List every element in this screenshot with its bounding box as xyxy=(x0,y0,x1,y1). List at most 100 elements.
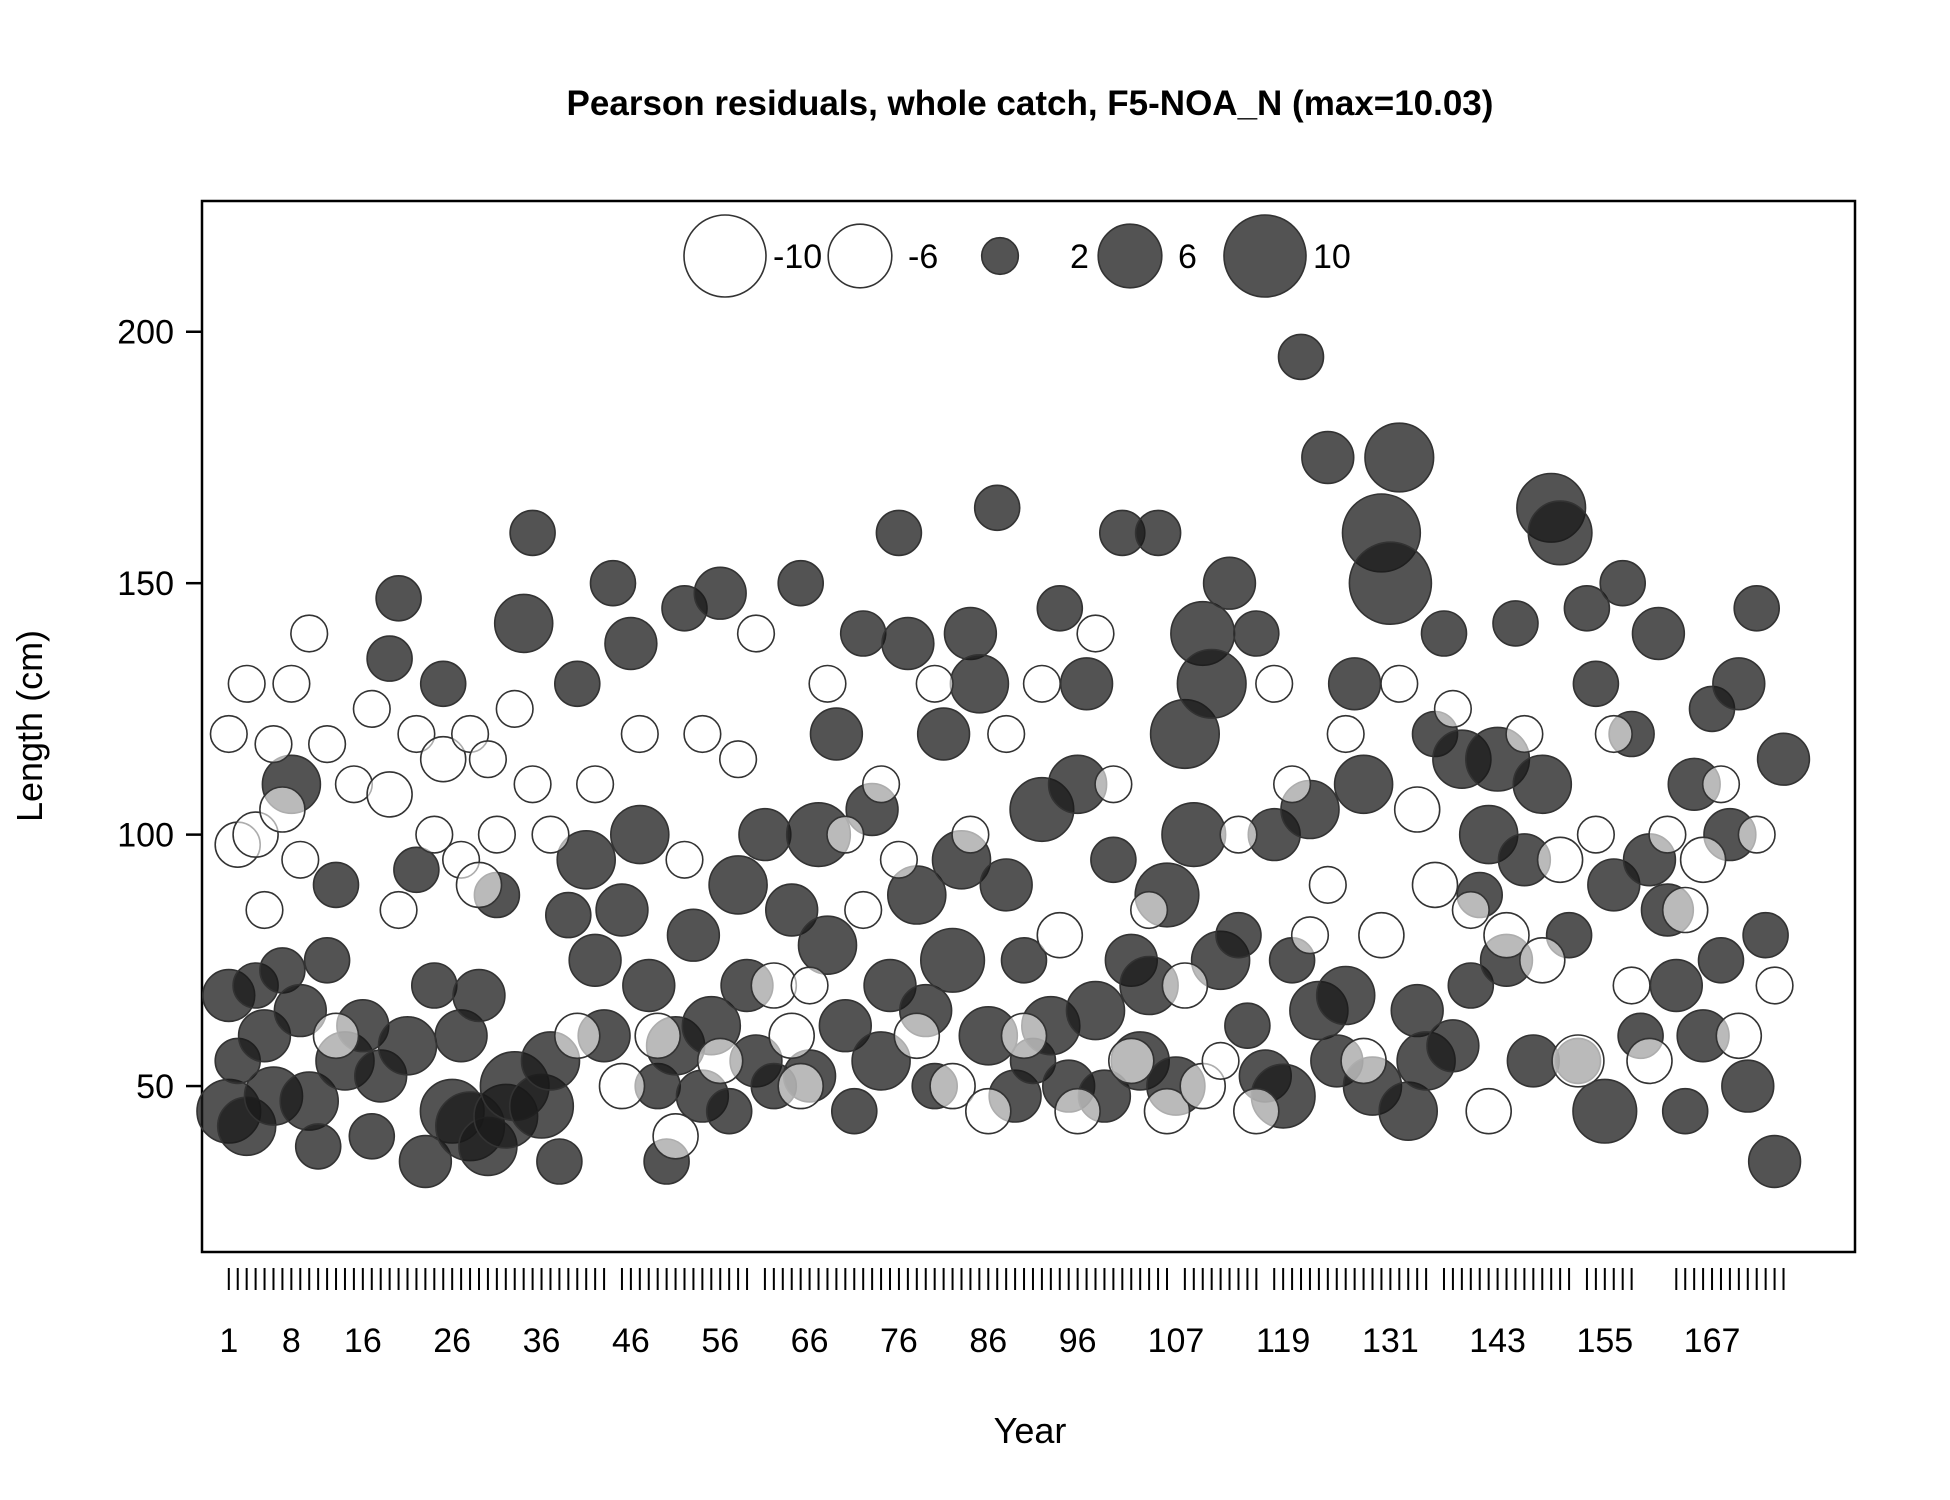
positive-bubble xyxy=(609,804,670,865)
negative-bubble xyxy=(915,664,954,703)
positive-bubble xyxy=(366,635,413,682)
y-tick-label: 200 xyxy=(117,314,174,352)
positive-bubble xyxy=(1747,1134,1802,1189)
legend-bubble xyxy=(1097,223,1163,289)
x-tick-label: 16 xyxy=(344,1322,382,1360)
negative-bubble xyxy=(1255,664,1294,703)
positive-bubble xyxy=(1134,509,1182,557)
negative-bubble xyxy=(468,740,508,779)
legend-label: 2 xyxy=(1070,238,1089,276)
negative-bubble xyxy=(254,724,293,764)
negative-bubble xyxy=(1679,836,1727,884)
negative-bubble xyxy=(987,714,1026,754)
negative-bubble xyxy=(1505,714,1544,754)
negative-bubble xyxy=(366,771,413,818)
negative-bubble xyxy=(718,740,758,779)
x-tick-label: 143 xyxy=(1469,1322,1526,1360)
negative-bubble xyxy=(808,664,847,703)
y-axis: 50 100 150 200 xyxy=(117,314,202,1106)
x-tick-label: 56 xyxy=(701,1322,739,1360)
positive-bubble xyxy=(693,566,747,620)
positive-bubble xyxy=(1277,333,1325,381)
positive-bubble xyxy=(1712,657,1766,711)
negative-bubble xyxy=(1551,1034,1605,1088)
negative-bubble xyxy=(1661,886,1709,934)
negative-bubble xyxy=(768,1012,816,1060)
positive-bubble xyxy=(1224,1002,1271,1049)
positive-bubble xyxy=(1697,936,1745,984)
positive-bubble xyxy=(589,559,637,607)
negative-bubble xyxy=(1465,1087,1512,1135)
positive-bubble xyxy=(830,1087,878,1135)
positive-bubble xyxy=(916,707,971,761)
negative-bubble xyxy=(553,1012,601,1060)
legend-bubble xyxy=(683,214,767,298)
negative-bubble xyxy=(245,890,284,930)
negative-bubble xyxy=(379,890,418,930)
x-tick-label: 26 xyxy=(433,1322,471,1360)
negative-bubble xyxy=(397,714,436,754)
negative-bubble xyxy=(683,714,722,754)
positive-bubble xyxy=(493,593,554,654)
positive-bubble xyxy=(764,883,819,937)
negative-bubble xyxy=(419,735,467,783)
negative-bubble xyxy=(929,1062,976,1110)
negative-bubble xyxy=(652,1113,699,1160)
negative-bubble xyxy=(844,890,883,930)
negative-bubble xyxy=(209,714,248,754)
positive-bubble xyxy=(1327,657,1382,711)
positive-bubble xyxy=(1364,422,1435,493)
positive-bubble xyxy=(797,915,858,976)
x-tick-label: 131 xyxy=(1362,1322,1419,1360)
negative-bubble xyxy=(513,765,552,804)
legend-label: -10 xyxy=(773,238,822,276)
legend-bubble xyxy=(827,223,893,289)
positive-bubble xyxy=(1176,648,1247,719)
positive-bubble xyxy=(553,660,601,708)
positive-bubble xyxy=(1000,936,1048,984)
negative-bubble xyxy=(826,815,865,854)
negative-bubble xyxy=(964,1087,1012,1135)
positive-bubble xyxy=(1233,610,1280,657)
positive-bubble xyxy=(1563,584,1611,632)
positive-bubble xyxy=(1661,1087,1709,1135)
negative-bubble xyxy=(415,815,454,854)
positive-bubble xyxy=(393,846,440,894)
positive-bubble xyxy=(452,968,506,1023)
negative-bubble xyxy=(1737,815,1776,854)
positive-bubble xyxy=(348,1113,396,1160)
negative-bubble xyxy=(1755,966,1794,1005)
negative-bubble xyxy=(1219,815,1258,854)
legend: -10 -6 2 6 10 xyxy=(683,214,1351,298)
negative-bubble xyxy=(1393,786,1441,833)
positive-bubble xyxy=(1492,600,1539,647)
negative-bubble xyxy=(893,1012,941,1060)
negative-bubble xyxy=(281,840,320,879)
x-tick-label: 46 xyxy=(612,1322,650,1360)
positive-bubble xyxy=(1215,911,1262,959)
negative-bubble xyxy=(790,966,829,1005)
positive-bubble xyxy=(1420,610,1468,657)
x-tick-label: 167 xyxy=(1684,1322,1741,1360)
negative-bubble xyxy=(455,861,503,909)
negative-bubble xyxy=(634,1012,682,1060)
legend-label: 6 xyxy=(1178,238,1197,276)
negative-bubble xyxy=(227,664,266,703)
negative-bubble xyxy=(272,664,311,703)
positive-bubble xyxy=(294,1123,342,1170)
positive-bubble xyxy=(509,509,556,557)
negative-bubble xyxy=(620,714,659,754)
positive-bubble xyxy=(1756,732,1811,786)
positive-bubble xyxy=(1333,754,1394,815)
negative-bubble xyxy=(1290,916,1330,955)
positive-bubble xyxy=(419,660,467,708)
negative-bubble xyxy=(1576,815,1615,854)
negative-bubble xyxy=(477,815,517,854)
negative-bubble xyxy=(1129,890,1169,930)
positive-bubble xyxy=(949,653,1010,714)
positive-bubble xyxy=(1202,556,1257,610)
negative-bubble xyxy=(1594,714,1633,754)
positive-bubble xyxy=(604,616,658,671)
positive-bubble xyxy=(777,559,825,607)
